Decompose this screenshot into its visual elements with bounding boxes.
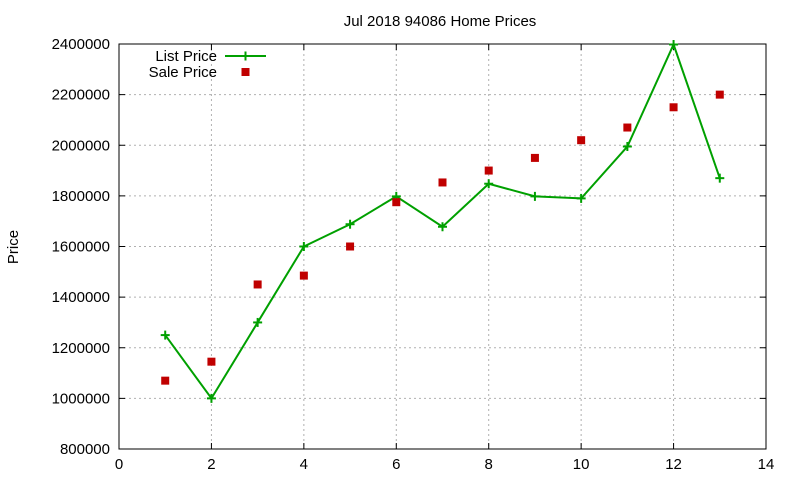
data-point	[577, 136, 586, 145]
y-tick-label: 2000000	[52, 137, 110, 154]
plot-frame	[118, 43, 767, 450]
legend-label: List Price	[155, 48, 217, 65]
x-tick-label: 2	[207, 456, 215, 473]
data-point	[299, 271, 308, 280]
data-point	[438, 178, 447, 187]
data-point	[484, 179, 494, 189]
data-point	[206, 393, 216, 403]
data-point	[438, 222, 447, 232]
x-tick-label: 6	[392, 456, 400, 473]
data-point	[161, 376, 170, 385]
data-point	[484, 166, 493, 175]
data-point	[345, 219, 355, 229]
data-point	[392, 198, 401, 207]
data-point	[253, 317, 263, 327]
x-tick-label: 4	[300, 456, 308, 473]
x-tick-label: 0	[115, 456, 123, 473]
chart-title: Jul 2018 94086 Home Prices	[344, 13, 537, 30]
data-point	[622, 142, 632, 152]
legend-item: Sale Price	[149, 64, 250, 81]
legend-marker	[241, 68, 250, 76]
data-point	[160, 330, 170, 340]
y-tick-label: 1600000	[52, 239, 110, 256]
legend-label: Sale Price	[149, 64, 217, 81]
data-point	[346, 242, 355, 251]
x-tick-label: 12	[665, 456, 682, 473]
data-point	[530, 191, 540, 201]
data-point	[299, 242, 309, 251]
legend-item: List Price	[155, 48, 266, 65]
y-tick-label: 1200000	[52, 340, 110, 357]
x-tick-label: 10	[573, 456, 590, 473]
y-tick-label: 1000000	[52, 390, 110, 407]
grid	[119, 44, 766, 449]
x-tick-label: 14	[758, 456, 775, 473]
data-point	[669, 40, 679, 50]
y-tick-label: 2200000	[52, 87, 110, 104]
y-tick-label: 800000	[60, 441, 110, 458]
x-tick-label: 8	[485, 456, 493, 473]
series-line	[164, 41, 721, 401]
data-point	[715, 90, 724, 99]
legend-marker	[241, 51, 250, 61]
y-tick-label: 1800000	[52, 188, 110, 205]
axes: 0 2 4 6 8 10 12 14 800000 1000000 1200000 1400000 16…	[52, 36, 775, 473]
data-point	[253, 280, 262, 289]
y-axis-label: Price	[5, 230, 22, 264]
data-point	[669, 103, 678, 112]
y-tick-label: 1400000	[52, 289, 110, 306]
y-tick-label: 2400000	[52, 36, 110, 53]
data-point	[207, 357, 216, 366]
series-2	[161, 90, 724, 385]
data-point	[715, 173, 725, 183]
data-point	[623, 123, 632, 132]
series-layer	[160, 40, 725, 403]
data-point	[576, 193, 586, 203]
data-point	[530, 153, 539, 162]
